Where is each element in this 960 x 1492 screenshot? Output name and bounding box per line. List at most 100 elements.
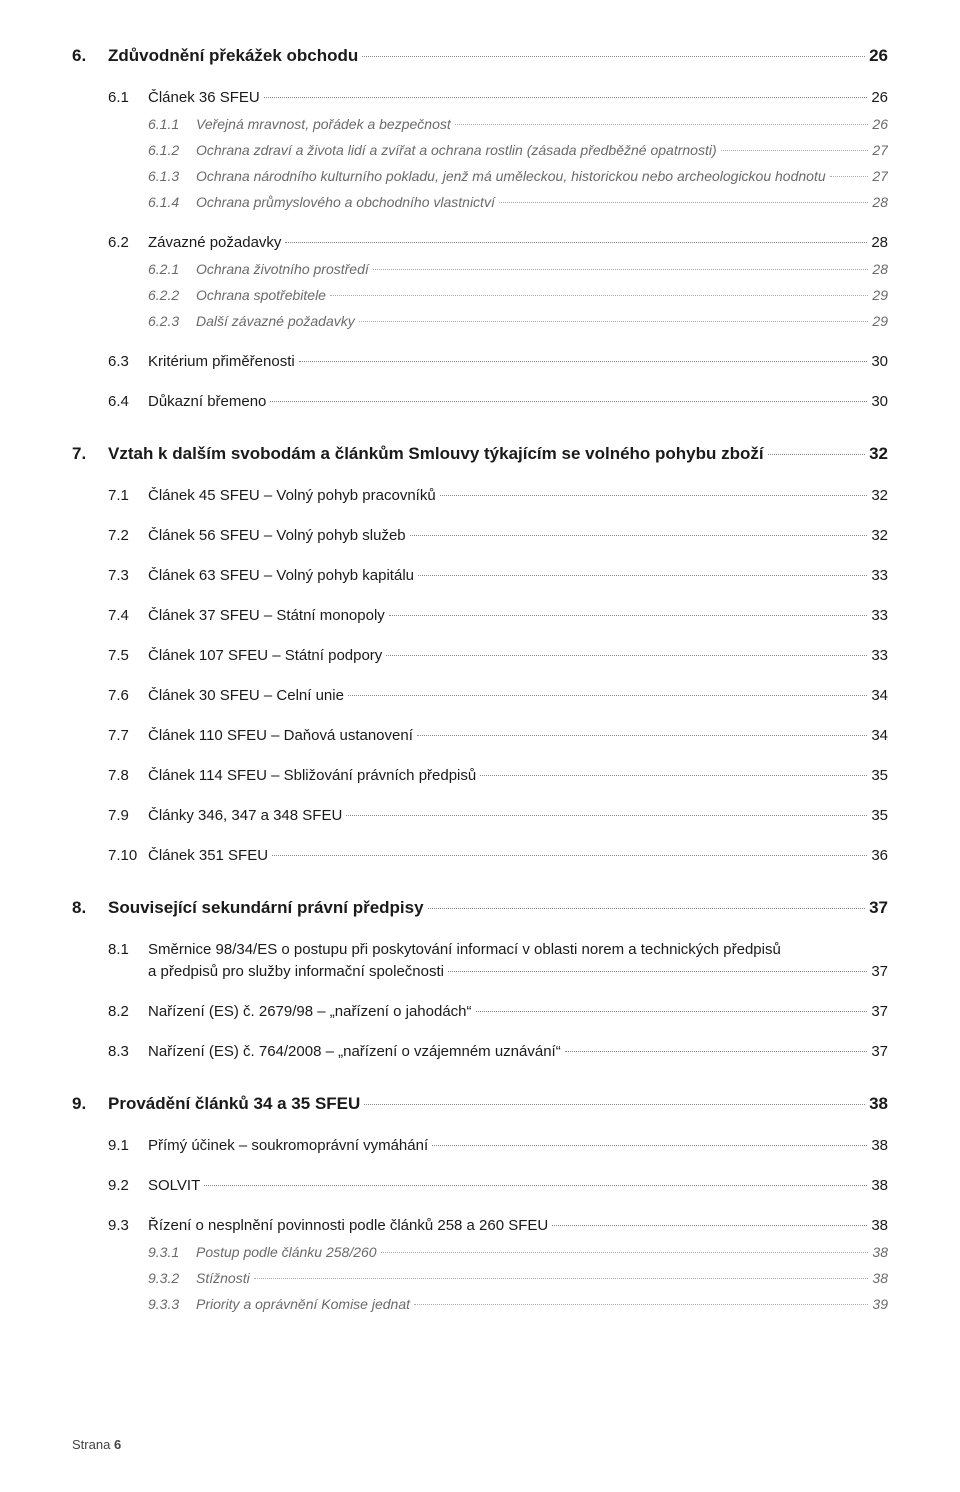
toc-entry: 6.1.1Veřejná mravnost, pořádek a bezpečn… [72, 116, 888, 132]
toc-leader [389, 615, 868, 616]
toc-leader [299, 361, 868, 362]
toc-entry-number: 9.3.1 [148, 1244, 196, 1260]
toc-entry: 7.9Články 346, 347 a 348 SFEU 35 [72, 807, 888, 824]
toc-entry: 7.2Článek 56 SFEU – Volný pohyb služeb32 [72, 527, 888, 544]
toc-entry-title: Veřejná mravnost, pořádek a bezpečnost [196, 116, 451, 132]
toc-entry-page: 35 [871, 807, 888, 824]
toc-entry-number: 7.9 [108, 807, 148, 824]
toc-entry-title: Stížnosti [196, 1270, 250, 1286]
toc-entry: 7.4Článek 37 SFEU – Státní monopoly33 [72, 607, 888, 624]
toc-leader [565, 1051, 868, 1052]
toc-entry-page: 32 [869, 444, 888, 464]
toc-leader [721, 150, 869, 151]
toc-entry: 6.1.3Ochrana národního kulturního poklad… [72, 168, 888, 184]
toc-entry: 8.2Nařízení (ES) č. 2679/98 – „nařízení … [72, 1003, 888, 1020]
toc-entry-title: Článek 63 SFEU – Volný pohyb kapitálu [148, 567, 414, 584]
toc-entry-title: Důkazní břemeno [148, 393, 266, 410]
toc-entry-number: 9.1 [108, 1137, 148, 1154]
toc-entry-number: 7.10 [108, 847, 148, 864]
footer-page-number: 6 [114, 1437, 121, 1452]
toc-entry-page: 36 [871, 847, 888, 864]
toc-entry-number: 9.3.3 [148, 1296, 196, 1312]
toc-entry-title: Článek 107 SFEU – Státní podpory [148, 647, 382, 664]
toc-entry: 6.4Důkazní břemeno 30 [72, 393, 888, 410]
toc-entry-title: Článek 37 SFEU – Státní monopoly [148, 607, 385, 624]
toc-leader [264, 97, 868, 98]
toc-entry-title: Ochrana zdraví a života lidí a zvířat a … [196, 142, 717, 158]
toc-entry-title: Články 346, 347 a 348 SFEU [148, 807, 342, 824]
toc-entry-title: Článek 114 SFEU – Sbližování právních př… [148, 767, 476, 784]
toc-entry-number: 6.4 [108, 393, 148, 410]
toc-leader [330, 295, 868, 296]
toc-entry: 8.3Nařízení (ES) č. 764/2008 – „nařízení… [72, 1043, 888, 1060]
toc-entry: 7.6Článek 30 SFEU – Celní unie34 [72, 687, 888, 704]
toc-leader [270, 401, 867, 402]
toc-entry-title: Priority a oprávnění Komise jednat [196, 1296, 410, 1312]
toc-entry: 6.3Kritérium přiměřenosti30 [72, 353, 888, 370]
toc-entry: 7.Vztah k dalším svobodám a článkům Smlo… [72, 444, 888, 464]
toc-leader [359, 321, 869, 322]
toc-leader [428, 908, 866, 909]
toc-entry: 6.1Článek 36 SFEU26 [72, 89, 888, 106]
toc-entry-title: Ochrana průmyslového a obchodního vlastn… [196, 194, 495, 210]
toc-entry-number: 8.2 [108, 1003, 148, 1020]
toc-entry-page: 38 [869, 1094, 888, 1114]
toc-entry-title: Přímý účinek – soukromoprávní vymáhání [148, 1137, 428, 1154]
toc-entry-number: 6.2.2 [148, 287, 196, 303]
toc-entry-title: Směrnice 98/34/ES o postupu při poskytov… [148, 941, 888, 958]
toc-entry: 6.Zdůvodnění překážek obchodu26 [72, 46, 888, 66]
toc-entry-page: 34 [871, 687, 888, 704]
toc-entry-page: 37 [869, 898, 888, 918]
toc-entry-number: 8. [72, 898, 108, 918]
toc-entry-page: 26 [869, 46, 888, 66]
toc-entry: 7.5Článek 107 SFEU – Státní podpory33 [72, 647, 888, 664]
toc-entry-number: 6.1.3 [148, 168, 196, 184]
toc-entry: 6.2.1Ochrana životního prostředí28 [72, 261, 888, 277]
toc-entry-title: Řízení o nesplnění povinnosti podle člán… [148, 1217, 548, 1234]
toc-entry-page: 38 [871, 1137, 888, 1154]
toc-entry-number: 8.1 [108, 941, 148, 958]
footer-label: Strana [72, 1437, 110, 1452]
toc-entry-page: 30 [871, 393, 888, 410]
toc-entry-number: 9. [72, 1094, 108, 1114]
toc-entry-number: 6.1.1 [148, 116, 196, 132]
toc-entry-number: 6.1.4 [148, 194, 196, 210]
toc-leader [254, 1278, 869, 1279]
toc-entry-page: 39 [872, 1296, 888, 1312]
toc-entry-number: 6.2.1 [148, 261, 196, 277]
toc-entry: 9.3.1Postup podle článku 258/26038 [72, 1244, 888, 1260]
toc-entry-title: Ochrana národního kulturního pokladu, je… [196, 168, 826, 184]
toc-entry-page: 38 [871, 1217, 888, 1234]
toc-leader [272, 855, 867, 856]
toc-entry-number: 6.2.3 [148, 313, 196, 329]
toc-leader [418, 575, 867, 576]
toc-entry-number: 6.2 [108, 234, 148, 251]
page-footer: Strana 6 [72, 1437, 121, 1452]
toc-entry-page: 37 [871, 1043, 888, 1060]
toc-entry-number: 7.7 [108, 727, 148, 744]
toc-entry-title: SOLVIT [148, 1177, 200, 1194]
toc-entry-page: 37 [871, 1003, 888, 1020]
toc-leader [410, 535, 868, 536]
toc-leader [386, 655, 867, 656]
toc-entry-page: 27 [872, 168, 888, 184]
toc-leader [373, 269, 869, 270]
toc-entry-number: 7.2 [108, 527, 148, 544]
toc-entry-title: Zdůvodnění překážek obchodu [108, 46, 358, 66]
toc-entry-title: Článek 30 SFEU – Celní unie [148, 687, 344, 704]
toc-leader [455, 124, 869, 125]
toc-entry-number: 9.2 [108, 1177, 148, 1194]
toc-leader [448, 971, 867, 972]
toc-page: 6.Zdůvodnění překážek obchodu266.1Článek… [0, 0, 960, 1492]
toc-entry-title: Ochrana životního prostředí [196, 261, 369, 277]
toc-entry-number: 7.5 [108, 647, 148, 664]
toc-entry-page: 38 [872, 1270, 888, 1286]
toc-leader [768, 454, 865, 455]
toc-entry: 9.1Přímý účinek – soukromoprávní vymáhán… [72, 1137, 888, 1154]
toc-entry-page: 38 [871, 1177, 888, 1194]
toc-entry-page: 34 [871, 727, 888, 744]
toc-leader [499, 202, 869, 203]
toc-entry-title: Kritérium přiměřenosti [148, 353, 295, 370]
toc-entry-title: Provádění článků 34 a 35 SFEU [108, 1094, 360, 1114]
toc-entry: 7.7Článek 110 SFEU – Daňová ustanovení34 [72, 727, 888, 744]
